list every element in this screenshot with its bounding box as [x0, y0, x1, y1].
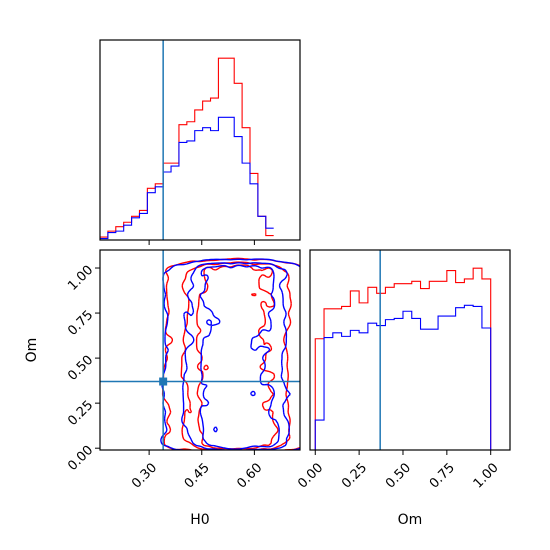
y-tick-label: 1.00 [65, 263, 96, 294]
x-tick-label: 1.00 [471, 460, 502, 491]
y-tick-label: 0.75 [65, 308, 96, 339]
joint-xlabel: H0 [190, 512, 209, 528]
joint-contour-1-2 [199, 264, 280, 450]
joint-ylabel: Om [24, 338, 40, 363]
om-histogram-panel: 0.00 0.25 0.50 0.75 1.00 [295, 249, 511, 492]
h0-histogram-ticks [148, 240, 255, 245]
x-tick-label: 0.50 [383, 460, 414, 491]
joint-truth-marker [100, 250, 300, 450]
x-tick-label: 0.60 [234, 460, 265, 491]
joint-contour-1-1 [181, 262, 291, 450]
joint-contours [160, 257, 300, 450]
x-tick-label: 0.45 [182, 460, 213, 491]
om-histogram-step-1 [314, 304, 500, 451]
h0-histogram-series [100, 57, 274, 240]
joint-contour-frame [99, 249, 301, 451]
x-tick-label: 0.30 [129, 460, 160, 491]
h0-histogram-step-1 [100, 116, 274, 240]
y-tick-label: 0.50 [65, 353, 96, 384]
y-tick-label: 0.25 [65, 398, 96, 429]
x-tick-label: 0.25 [339, 460, 370, 491]
om-histogram-series [314, 267, 500, 451]
om-histogram-frame [309, 249, 511, 451]
h0-histogram-step-0 [100, 57, 274, 238]
x-tick-label: 0.75 [427, 460, 458, 491]
om-histogram-ticks: 0.00 0.25 0.50 0.75 1.00 [295, 450, 502, 492]
h0-histogram-panel [99, 39, 301, 245]
joint-contour-0-2 [195, 264, 279, 450]
x-tick-label: 0.00 [295, 460, 326, 491]
om-histogram-step-0 [314, 267, 500, 451]
joint-contour-panel: 0.30 0.45 0.60 0.00 0.25 0.50 0.75 1.00 [65, 249, 301, 492]
h0-histogram-frame [99, 39, 301, 241]
y-tick-label: 0.00 [65, 443, 96, 474]
om-xlabel: Om [398, 512, 423, 528]
joint-truth-point [159, 377, 168, 386]
